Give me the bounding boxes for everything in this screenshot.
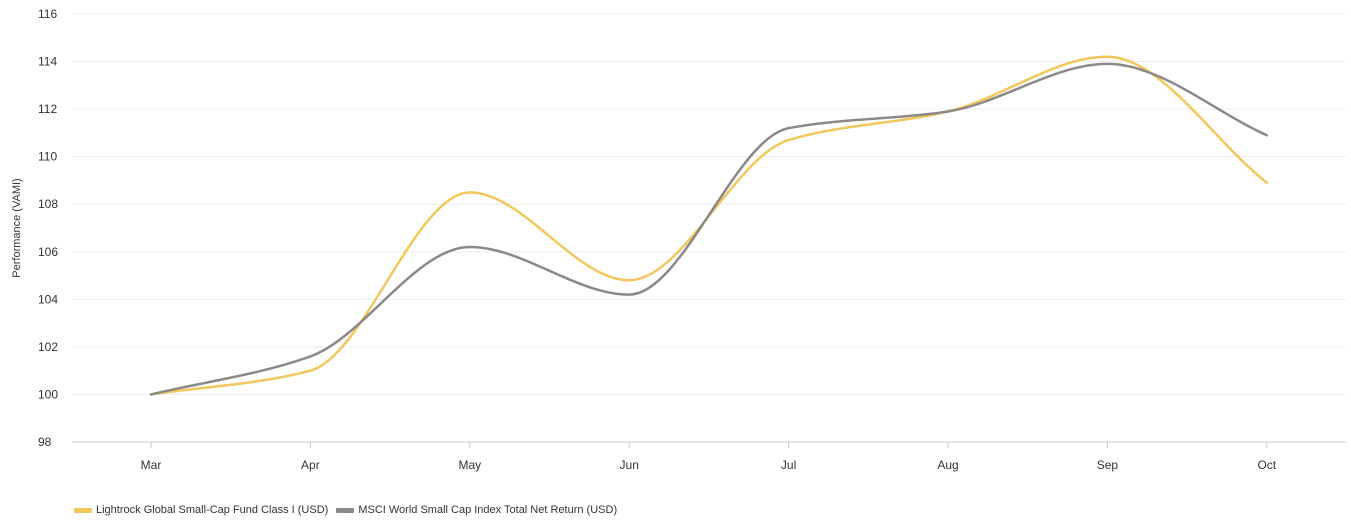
x-tick-label: Jun <box>620 458 639 472</box>
x-tick-label: Apr <box>301 458 320 472</box>
y-axis-title: Performance (VAMI) <box>11 178 23 277</box>
x-tick-label: Oct <box>1257 458 1276 472</box>
gridlines <box>72 13 1346 395</box>
legend-label-fund: Lightrock Global Small-Cap Fund Class I … <box>96 504 329 516</box>
y-tick-label: 100 <box>38 387 58 401</box>
y-tick-label: 110 <box>38 150 57 164</box>
legend-label-index: MSCI World Small Cap Index Total Net Ret… <box>358 504 618 516</box>
line-chart: 98 100 102 104 106 108 110 112 114 116 Mar Apr May J… <box>11 7 1346 472</box>
y-tick-label: 114 <box>38 55 57 69</box>
x-tick-label: Jul <box>781 458 796 472</box>
y-tick-label: 108 <box>38 197 58 211</box>
legend-swatch-fund <box>74 507 92 513</box>
x-axis: Mar Apr May Jun Jul Aug Sep Oct <box>72 441 1346 472</box>
series-line-index[interactable] <box>149 62 1269 396</box>
series-lines <box>149 55 1269 396</box>
y-tick-label: 98 <box>38 435 52 449</box>
y-tick-label: 102 <box>38 340 58 354</box>
x-tick-label: May <box>458 458 481 472</box>
y-tick-label: 106 <box>38 245 58 259</box>
y-axis-ticks: 98 100 102 104 106 108 110 112 114 116 <box>38 7 58 449</box>
x-tick-label: Mar <box>141 458 162 472</box>
legend-item-fund[interactable]: Lightrock Global Small-Cap Fund Class I … <box>74 504 328 516</box>
series-line-fund[interactable] <box>149 55 1269 396</box>
x-tick-label: Aug <box>937 458 958 472</box>
x-tick-label: Sep <box>1097 458 1119 472</box>
legend: Lightrock Global Small-Cap Fund Class I … <box>74 504 625 516</box>
y-tick-label: 116 <box>38 7 57 21</box>
y-tick-label: 112 <box>38 102 57 116</box>
legend-swatch-index <box>336 507 355 513</box>
y-tick-label: 104 <box>38 292 58 306</box>
legend-item-index[interactable]: MSCI World Small Cap Index Total Net Ret… <box>336 504 617 516</box>
